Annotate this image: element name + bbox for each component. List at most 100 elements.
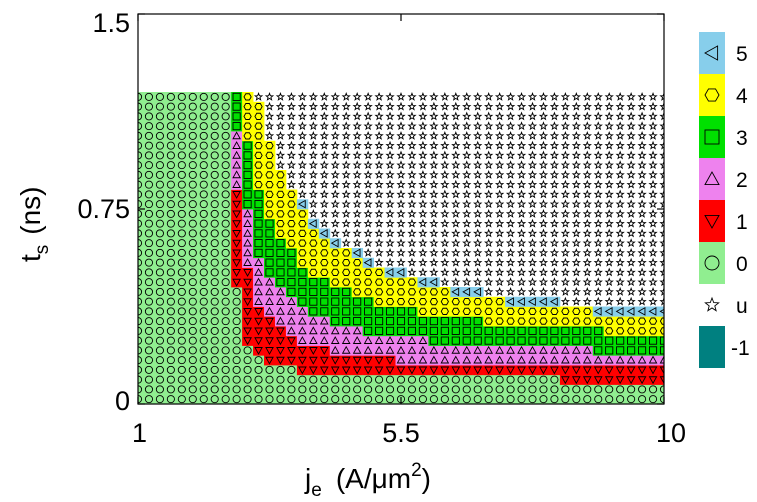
- heatmap-cell: [395, 287, 407, 298]
- heatmap-marker-state-2: [254, 277, 263, 286]
- heatmap-marker-state-0: [166, 248, 175, 257]
- heatmap-marker-state-0: [561, 395, 570, 404]
- heatmap-marker-u: [505, 160, 516, 170]
- heatmap-cell: [138, 345, 144, 356]
- heatmap-marker-state-1: [243, 278, 252, 287]
- heatmap-marker-state-2: [582, 345, 592, 354]
- heatmap-marker-state-0: [199, 239, 208, 248]
- heatmap-cell: [187, 228, 199, 239]
- heatmap-marker-u: [571, 238, 581, 248]
- heatmap-marker-u: [341, 150, 351, 160]
- heatmap-marker-state-4: [287, 229, 296, 237]
- heatmap-marker-u: [637, 218, 647, 228]
- heatmap-marker-state-1: [363, 356, 373, 365]
- heatmap-marker-state-0: [138, 356, 143, 365]
- heatmap-cell: [570, 316, 583, 327]
- heatmap-marker-state-0: [177, 258, 186, 267]
- heatmap-marker-u: [637, 267, 647, 277]
- heatmap-marker-u: [363, 179, 373, 189]
- heatmap-cell: [439, 345, 451, 356]
- heatmap-cell: [143, 140, 155, 151]
- heatmap-marker-state-0: [155, 385, 164, 394]
- heatmap-marker-state-4: [243, 132, 252, 140]
- heatmap-marker-state-0: [166, 346, 175, 355]
- heatmap-marker-state-4: [353, 288, 362, 296]
- heatmap-marker-u: [593, 296, 603, 306]
- heatmap-marker-u: [626, 121, 636, 131]
- heatmap-marker-u: [275, 150, 286, 160]
- heatmap-cell: [527, 306, 539, 317]
- heatmap-cell: [428, 365, 440, 376]
- heatmap-cell: [658, 384, 664, 395]
- heatmap-cell: [516, 355, 528, 366]
- heatmap-cell: [461, 287, 473, 298]
- heatmap-marker-u: [560, 286, 571, 296]
- heatmap-marker-u: [473, 257, 483, 267]
- heatmap-marker-state-0: [177, 248, 186, 257]
- heatmap-cell: [242, 365, 254, 376]
- heatmap-marker-u: [626, 189, 636, 199]
- heatmap-marker-u: [571, 111, 581, 121]
- heatmap-marker-state-3: [342, 307, 351, 316]
- heatmap-cell: [516, 384, 528, 395]
- heatmap-cell: [647, 335, 659, 346]
- heatmap-marker-state-0: [353, 375, 362, 384]
- heatmap-marker-u: [429, 101, 439, 111]
- heatmap-marker-state-3: [539, 326, 548, 335]
- heatmap-marker-u: [593, 179, 603, 189]
- heatmap-marker-state-0: [265, 395, 274, 404]
- heatmap-cell: [439, 296, 451, 307]
- heatmap-cell: [220, 257, 232, 268]
- heatmap-cell: [264, 374, 276, 385]
- heatmap-marker-state-0: [199, 200, 208, 209]
- heatmap-marker-state-4: [276, 181, 285, 189]
- heatmap-cell: [483, 306, 495, 317]
- heatmap-cell: [318, 277, 331, 288]
- heatmap-cell: [625, 306, 638, 317]
- heatmap-marker-state-2: [287, 297, 296, 305]
- heatmap-marker-u: [659, 208, 664, 218]
- heatmap-marker-state-0: [199, 141, 208, 150]
- heatmap-cell: [307, 238, 320, 249]
- heatmap-marker-state-1: [243, 269, 252, 277]
- heatmap-marker-u: [549, 277, 560, 287]
- heatmap-cell: [395, 326, 407, 337]
- heatmap-marker-state-1: [232, 239, 241, 248]
- heatmap-marker-state-0: [462, 395, 471, 404]
- heatmap-cell: [373, 365, 385, 376]
- heatmap-marker-u: [549, 150, 560, 160]
- heatmap-marker-state-0: [243, 385, 252, 394]
- heatmap-marker-state-4: [648, 327, 658, 335]
- heatmap-marker-state-4: [243, 103, 252, 111]
- heatmap-marker-state-0: [138, 161, 143, 170]
- heatmap-marker-u: [319, 150, 329, 160]
- heatmap-marker-u: [593, 257, 603, 267]
- heatmap-marker-u: [659, 257, 664, 267]
- heatmap-marker-state-0: [440, 375, 449, 384]
- heatmap-cell: [472, 365, 484, 376]
- heatmap-marker-u: [527, 121, 538, 131]
- heatmap-cell: [253, 267, 265, 278]
- heatmap-marker-u: [407, 160, 417, 170]
- heatmap-marker-u: [637, 257, 647, 267]
- heatmap-marker-state-4: [364, 278, 373, 286]
- heatmap-cell: [143, 160, 155, 171]
- heatmap-marker-u: [341, 130, 351, 140]
- heatmap-marker-u: [637, 130, 647, 140]
- heatmap-cell: [220, 355, 232, 366]
- heatmap-marker-state-4: [659, 317, 664, 325]
- heatmap-marker-u: [396, 208, 406, 218]
- heatmap-marker-state-0: [138, 268, 143, 277]
- heatmap-marker-u: [473, 169, 483, 179]
- heatmap-marker-u: [374, 169, 384, 179]
- heatmap-cell: [406, 296, 418, 307]
- heatmap-marker-u: [527, 267, 538, 277]
- heatmap-cell: [253, 277, 265, 288]
- heatmap-marker-state-4: [550, 317, 559, 325]
- heatmap-cell: [264, 355, 276, 366]
- heatmap-cell: [264, 365, 276, 376]
- legend-marker-u: [704, 296, 720, 312]
- heatmap-cell: [231, 248, 243, 259]
- heatmap-cell: [143, 238, 155, 249]
